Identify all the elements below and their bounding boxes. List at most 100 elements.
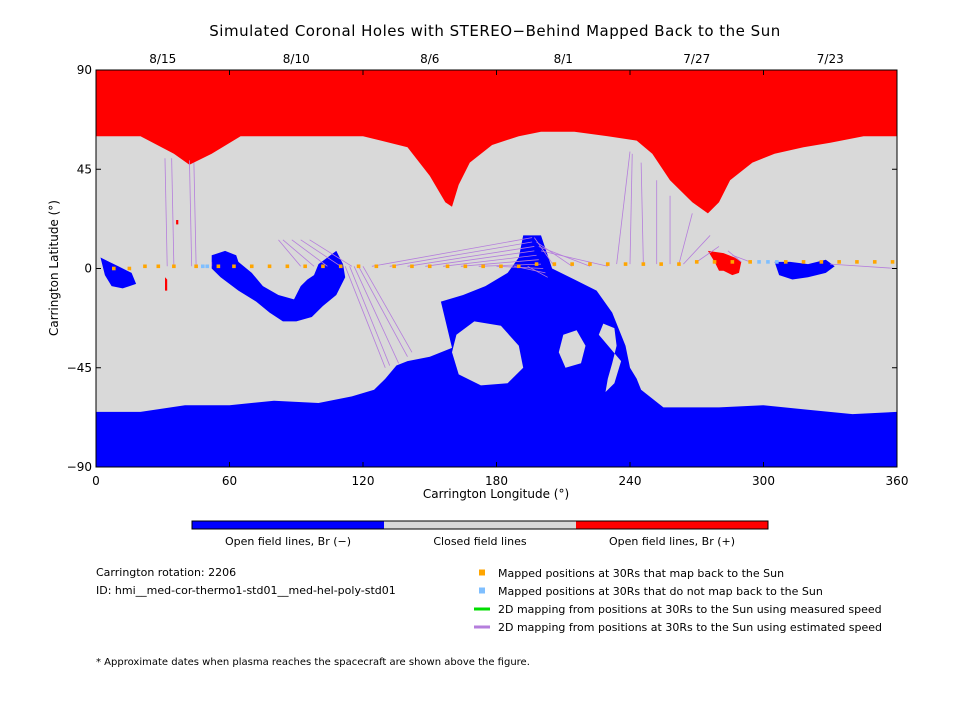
mapped-position-point xyxy=(605,262,610,266)
estimated-speed-mapping-line xyxy=(371,237,533,267)
mapped-position-point xyxy=(216,264,221,269)
mapped-position-point xyxy=(819,260,824,264)
legend-marker xyxy=(479,569,485,576)
model-id-text: ID: hmi__med-cor-thermo1-std01__med-hel-… xyxy=(96,584,396,597)
unmapped-position-point xyxy=(757,260,761,264)
colorbar-frame xyxy=(191,520,769,530)
mapped-position-point xyxy=(445,264,450,269)
legend-label: 2D mapping from positions at 30Rs to the… xyxy=(498,621,882,634)
closed-field-island xyxy=(558,330,586,368)
positive-coronal-hole xyxy=(707,250,742,276)
mapped-position-point xyxy=(481,264,485,269)
legend-marker xyxy=(479,587,485,594)
y-axis: 90 45 0 −45 −90 xyxy=(67,63,897,474)
estimated-speed-mapping-line xyxy=(189,160,193,267)
colorbar-label: Open field lines, Br (−) xyxy=(225,535,351,548)
mapped-position-point xyxy=(374,264,379,269)
top-date-label: 7/27 xyxy=(683,52,710,66)
mapped-position-point xyxy=(872,260,877,264)
estimated-speed-mapping-line xyxy=(389,241,533,267)
mapped-position-point xyxy=(194,264,198,269)
mapped-position-point xyxy=(677,262,681,266)
carrington-rotation-text: Carrington rotation: 2206 xyxy=(96,566,236,579)
colorbar-label: Open field lines, Br (+) xyxy=(609,535,735,548)
estimated-speed-mapping-line xyxy=(349,266,391,366)
mapping-lines xyxy=(164,151,897,368)
mapped-position-point xyxy=(267,264,272,269)
legend-label: Mapped positions at 30Rs that do not map… xyxy=(498,585,823,598)
estimated-speed-mapping-line xyxy=(282,239,315,267)
negative-coronal-hole xyxy=(774,259,835,280)
x-tick-label: 0 xyxy=(92,474,100,488)
mapped-position-point xyxy=(730,260,735,264)
y-tick-label: 0 xyxy=(84,262,92,276)
legend-label: 2D mapping from positions at 30Rs to the… xyxy=(498,603,882,616)
x-axis: 0 60 120 180 240 300 360 xyxy=(92,70,908,488)
x-tick-label: 180 xyxy=(485,474,508,488)
negative-coronal-hole xyxy=(100,257,137,289)
x-tick-label: 60 xyxy=(222,474,237,488)
mapped-position-point xyxy=(552,262,557,266)
x-tick-label: 240 xyxy=(619,474,642,488)
mapped-position-point xyxy=(801,260,806,264)
mapped-position-point xyxy=(623,262,628,266)
mapped-position-point xyxy=(232,264,236,269)
top-date-label: 8/10 xyxy=(283,52,310,66)
legend: Mapped positions at 30Rs that map back t… xyxy=(474,567,882,634)
mapped-position-point xyxy=(641,262,646,266)
unmapped-position-point xyxy=(775,260,779,264)
estimated-speed-mapping-line xyxy=(171,158,175,267)
negative-coronal-hole xyxy=(211,250,346,322)
top-date-label: 8/1 xyxy=(554,52,573,66)
mapped-position-point xyxy=(499,264,503,269)
mapped-position-point xyxy=(659,262,663,266)
estimated-speed-mapping-line xyxy=(678,213,693,265)
estimated-speed-mapping-line xyxy=(443,254,537,267)
positive-coronal-hole xyxy=(165,277,168,291)
mapped-position-point xyxy=(338,264,343,269)
closed-field-island xyxy=(598,323,622,392)
unmapped-position-point xyxy=(205,264,210,269)
estimated-speed-mapping-line xyxy=(309,239,353,267)
x-tick-label: 300 xyxy=(752,474,775,488)
mapped-position-point xyxy=(127,266,132,271)
mapped-position-point xyxy=(570,262,574,266)
chart-title: Simulated Coronal Holes with STEREO−Behi… xyxy=(209,22,780,40)
positive-coronal-hole xyxy=(176,220,179,225)
estimated-speed-mapping-line xyxy=(278,239,302,267)
mapped-position-point xyxy=(410,264,414,269)
top-date-label: 8/6 xyxy=(420,52,439,66)
mapped-position-point xyxy=(285,264,290,269)
mapped-position-point xyxy=(321,264,325,269)
colorbar-segment xyxy=(384,521,576,529)
mapped-position-point xyxy=(303,264,307,269)
estimated-speed-mapping-line xyxy=(640,162,644,265)
mapped-position-point xyxy=(172,264,176,269)
mapped-position-point xyxy=(356,264,361,269)
colorbar-segment xyxy=(192,521,384,529)
unmapped-position-point xyxy=(766,260,770,264)
mapped-position-point xyxy=(427,264,432,269)
footnote: * Approximate dates when plasma reaches … xyxy=(96,657,530,668)
estimated-speed-mapping-line xyxy=(460,259,539,267)
estimated-speed-mapping-line xyxy=(300,239,341,267)
estimated-speed-mapping-line xyxy=(353,266,399,364)
mapped-position-point xyxy=(837,260,841,264)
unmapped-position-point xyxy=(201,264,205,269)
estimated-speed-mapping-line xyxy=(629,153,633,265)
y-tick-label: −45 xyxy=(67,361,92,375)
x-tick-label: 360 xyxy=(886,474,909,488)
mapped-points xyxy=(112,260,895,271)
estimated-speed-mapping-line xyxy=(358,266,408,357)
y-tick-label: 90 xyxy=(77,63,92,77)
top-date-axis: 8/15 8/10 8/6 8/1 7/27 7/23 xyxy=(149,52,843,66)
estimated-speed-mapping-line xyxy=(830,263,897,269)
estimated-speed-mapping-line xyxy=(478,263,542,267)
y-tick-label: 45 xyxy=(77,162,92,176)
colorbar-label: Closed field lines xyxy=(433,535,527,548)
mapped-position-point xyxy=(534,262,539,266)
y-tick-label: −90 xyxy=(67,460,92,474)
estimated-speed-mapping-line xyxy=(291,239,328,267)
mapped-position-point xyxy=(783,260,788,264)
